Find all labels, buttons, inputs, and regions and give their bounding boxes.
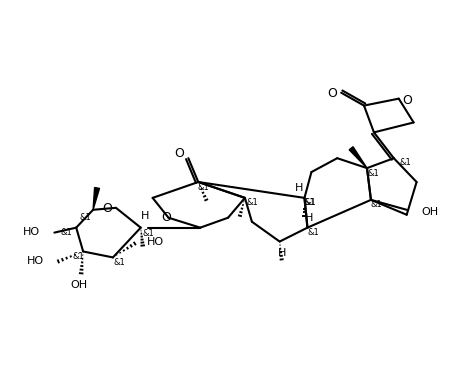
Polygon shape: [93, 188, 99, 210]
Text: &1: &1: [61, 228, 72, 237]
Polygon shape: [349, 147, 367, 168]
Text: OH: OH: [422, 207, 439, 217]
Text: HO: HO: [147, 237, 164, 246]
Text: HO: HO: [27, 256, 45, 266]
Text: HO: HO: [23, 227, 40, 237]
Text: O: O: [102, 202, 112, 215]
Text: H: H: [278, 249, 286, 258]
Text: H: H: [305, 213, 314, 223]
Text: &1: &1: [304, 198, 316, 207]
Text: H: H: [141, 211, 149, 221]
Text: &1: &1: [113, 258, 125, 267]
Text: H: H: [295, 183, 304, 193]
Text: O: O: [162, 211, 172, 224]
Text: &1: &1: [143, 229, 154, 238]
Text: &1: &1: [308, 228, 319, 237]
Text: O: O: [174, 147, 184, 160]
Text: &1: &1: [79, 213, 91, 222]
Text: O: O: [327, 87, 337, 100]
Text: &1: &1: [367, 169, 379, 177]
Text: &1: &1: [247, 198, 259, 207]
Text: OH: OH: [71, 280, 88, 290]
Text: &1: &1: [197, 184, 209, 192]
Text: &1: &1: [400, 158, 412, 167]
Text: &1: &1: [303, 198, 315, 207]
Text: O: O: [403, 94, 413, 107]
Text: &1: &1: [370, 200, 382, 210]
Text: &1: &1: [72, 252, 84, 261]
